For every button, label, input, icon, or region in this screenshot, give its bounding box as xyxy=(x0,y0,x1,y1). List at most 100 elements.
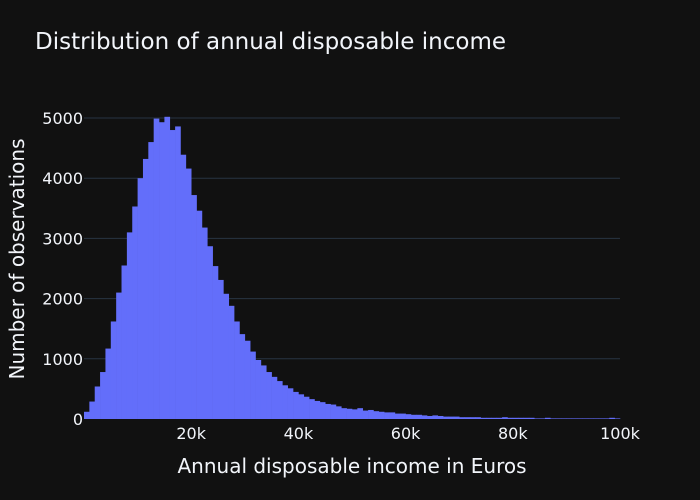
histogram-bar xyxy=(132,206,138,419)
histogram-bar xyxy=(539,418,546,419)
histogram-bar xyxy=(571,418,578,419)
histogram-bar xyxy=(309,399,315,419)
histogram-bar xyxy=(175,126,181,419)
histogram-bar xyxy=(352,409,358,419)
histogram-bar xyxy=(346,408,353,419)
histogram-bar xyxy=(223,293,230,419)
histogram-bar xyxy=(121,265,128,419)
histogram-bar xyxy=(496,417,503,419)
histogram-bar xyxy=(191,195,197,419)
histogram-bar xyxy=(459,417,465,419)
histogram-bar xyxy=(84,411,90,419)
histogram-bar xyxy=(153,118,160,420)
chart-title: Distribution of annual disposable income xyxy=(35,29,506,55)
histogram-bar xyxy=(137,178,144,419)
histogram-bar xyxy=(287,388,294,419)
histogram-bar xyxy=(491,417,498,419)
x-tick-label: 60k xyxy=(391,424,421,443)
histogram-bar xyxy=(196,210,203,419)
histogram-bar xyxy=(453,416,460,419)
x-tick-label: 40k xyxy=(284,424,314,443)
histogram-bar xyxy=(325,403,331,419)
histogram-bar xyxy=(469,417,476,419)
histogram-bar xyxy=(169,130,176,420)
y-tick-label: 4000 xyxy=(42,169,83,188)
histogram-bar xyxy=(421,415,428,419)
histogram-bar xyxy=(319,402,326,419)
y-tick-label: 3000 xyxy=(42,229,83,248)
histogram-bar xyxy=(561,418,567,419)
histogram-bar xyxy=(126,232,133,419)
y-tick-label: 1000 xyxy=(42,350,83,369)
histogram-bar xyxy=(330,404,337,419)
histogram-bar xyxy=(293,391,299,419)
histogram-bar xyxy=(475,417,481,419)
histogram-bar xyxy=(250,351,256,419)
histogram-bar xyxy=(614,418,621,419)
x-axis-ticks: 20k 40k 60k 80k 100k xyxy=(176,424,640,443)
histogram-bar xyxy=(448,416,455,419)
histogram-bar xyxy=(432,415,439,419)
histogram-bar xyxy=(389,412,396,419)
histogram-bar xyxy=(480,417,487,419)
histogram-bar xyxy=(255,360,262,419)
histogram-bar xyxy=(212,266,219,419)
histogram-bar xyxy=(593,418,599,419)
histogram-bar xyxy=(335,406,342,419)
histogram-bar xyxy=(416,414,422,419)
histogram-bar xyxy=(271,376,278,419)
histogram-bar xyxy=(528,417,535,419)
histogram-bar xyxy=(116,292,122,419)
y-tick-label: 5000 xyxy=(42,109,83,128)
histogram-bar xyxy=(89,401,96,419)
histogram-bar xyxy=(582,418,589,419)
histogram-bar xyxy=(512,417,519,419)
histogram-bar xyxy=(518,417,524,419)
histogram-bar xyxy=(437,415,444,419)
histogram-bars xyxy=(84,116,621,420)
x-tick-label: 100k xyxy=(600,424,641,443)
histogram-bar xyxy=(368,409,374,419)
histogram-bar xyxy=(185,168,192,419)
histogram-bar xyxy=(378,411,385,419)
x-tick-label: 80k xyxy=(498,424,528,443)
histogram-bar xyxy=(100,372,106,419)
y-tick-label: 0 xyxy=(73,410,83,429)
histogram-bar xyxy=(228,305,235,419)
histogram-bar xyxy=(410,414,417,419)
histogram-bar xyxy=(218,279,224,419)
histogram-bar xyxy=(207,246,213,419)
histogram-bar xyxy=(94,386,101,419)
histogram-bar xyxy=(598,418,605,419)
histogram-bar xyxy=(303,396,310,419)
histogram-bar xyxy=(502,417,508,419)
histogram-bar xyxy=(110,321,117,419)
histogram-bar xyxy=(298,394,305,419)
histogram-bar xyxy=(357,408,364,419)
histogram-bar xyxy=(142,158,149,419)
y-tick-label: 2000 xyxy=(42,290,83,309)
histogram-bar xyxy=(400,413,406,419)
histogram-bar xyxy=(341,408,347,419)
histogram-bar xyxy=(159,122,165,420)
histogram-bar xyxy=(534,418,540,419)
histogram-bar xyxy=(244,340,251,419)
y-axis-ticks: 0 1000 2000 3000 4000 5000 xyxy=(42,109,83,429)
histogram-bar xyxy=(486,417,492,419)
histogram-bar xyxy=(603,418,610,419)
histogram-bar xyxy=(180,154,187,420)
histogram-bar xyxy=(394,413,401,419)
histogram-bar xyxy=(587,418,594,419)
histogram-bar xyxy=(266,372,272,419)
histogram-bar xyxy=(464,417,471,419)
histogram-bar xyxy=(373,411,380,419)
histogram-bar xyxy=(427,415,433,419)
histogram-bar xyxy=(201,227,208,419)
histogram-bar xyxy=(239,334,246,419)
histogram-bar xyxy=(577,418,583,419)
histogram-bar xyxy=(260,365,267,419)
histogram-bar xyxy=(544,417,551,419)
histogram-bar xyxy=(443,416,449,419)
histogram-bar xyxy=(384,412,390,419)
